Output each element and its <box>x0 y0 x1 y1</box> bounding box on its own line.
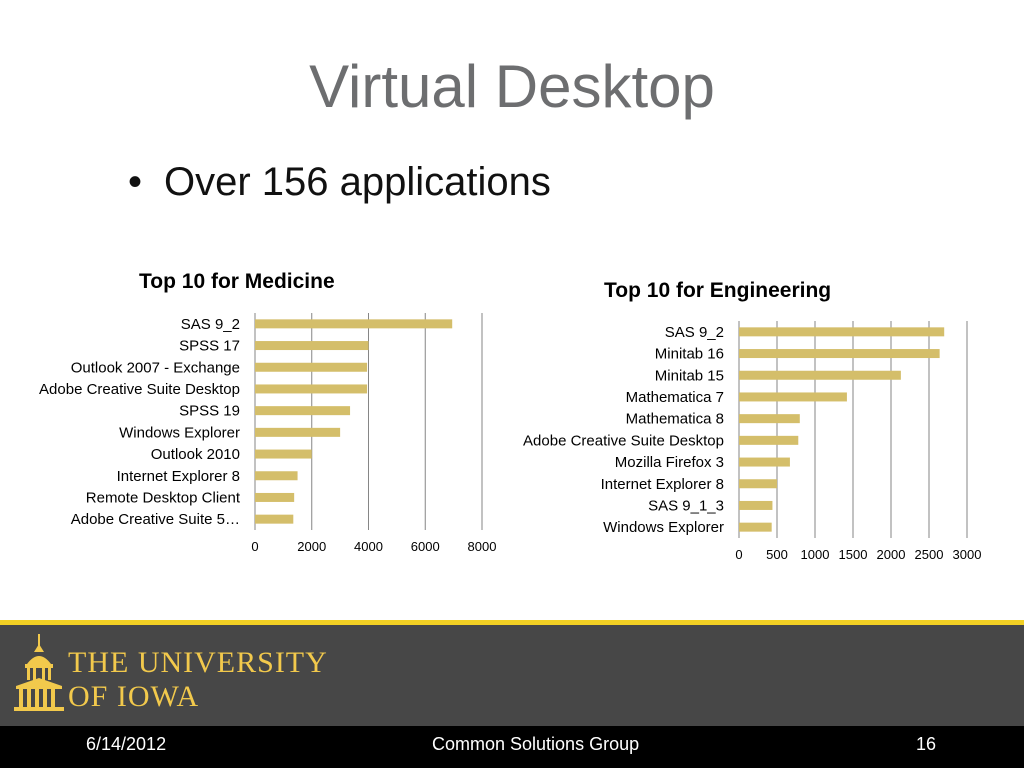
category-label: SAS 9_2 <box>181 316 240 333</box>
category-label: Windows Explorer <box>119 424 240 441</box>
x-tick-label: 3000 <box>953 547 982 562</box>
bar <box>255 449 312 459</box>
category-label: Mathematica 8 <box>626 411 724 428</box>
category-label: Outlook 2007 - Exchange <box>71 359 240 376</box>
category-label: Internet Explorer 8 <box>117 468 240 485</box>
bar <box>739 327 945 337</box>
x-tick-label: 0 <box>251 539 258 554</box>
category-label: Outlook 2010 <box>151 446 240 463</box>
category-label: Adobe Creative Suite Desktop <box>523 432 724 449</box>
chart-title-engineering: Top 10 for Engineering <box>604 279 832 302</box>
x-tick-label: 6000 <box>411 539 440 554</box>
x-tick-label: 2500 <box>915 547 944 562</box>
bar <box>739 457 790 467</box>
footer-band <box>0 625 1024 726</box>
bar <box>739 479 777 489</box>
x-tick-label: 2000 <box>297 539 326 554</box>
category-label: SAS 9_1_3 <box>648 497 724 514</box>
bar <box>739 349 940 359</box>
category-label: Adobe Creative Suite Desktop <box>39 381 240 398</box>
logo-text-line2: OF IOWA <box>68 680 200 713</box>
bar <box>255 492 295 502</box>
bullet-dot-icon: • <box>128 160 143 204</box>
bottom-band <box>0 726 1024 768</box>
category-label: Mathematica 7 <box>626 389 724 406</box>
x-tick-label: 1000 <box>801 547 830 562</box>
category-label: SPSS 17 <box>179 338 240 355</box>
category-label: SPSS 19 <box>179 403 240 420</box>
category-label: Minitab 16 <box>655 346 724 363</box>
chart-title-medicine: Top 10 for Medicine <box>139 270 335 293</box>
bar <box>255 471 298 481</box>
bar <box>255 514 294 524</box>
bar <box>739 522 772 532</box>
logo-text-line1: THE UNIVERSITY <box>68 646 328 679</box>
category-label: Remote Desktop Client <box>86 489 241 506</box>
bullet-text: Over 156 applications <box>164 160 551 204</box>
x-tick-label: 2000 <box>877 547 906 562</box>
bar <box>255 341 369 351</box>
bar <box>255 319 453 329</box>
x-tick-label: 500 <box>766 547 788 562</box>
bar <box>255 384 368 394</box>
bullet-item: • Over 156 applications <box>128 160 551 205</box>
category-label: SAS 9_2 <box>665 324 724 341</box>
x-tick-label: 0 <box>735 547 742 562</box>
x-tick-label: 4000 <box>354 539 383 554</box>
bar <box>255 406 351 416</box>
category-label: Minitab 15 <box>655 367 724 384</box>
old-capitol-icon <box>14 634 64 711</box>
footer-gold-line <box>0 620 1024 625</box>
bar <box>739 370 901 380</box>
footer-date: 6/14/2012 <box>86 734 167 754</box>
bar <box>739 414 800 424</box>
category-label: Windows Explorer <box>603 519 724 536</box>
footer-page-number: 16 <box>916 734 937 754</box>
slide-title: Virtual Desktop <box>309 53 715 120</box>
x-tick-label: 8000 <box>468 539 497 554</box>
bar <box>255 362 368 372</box>
footer-title: Common Solutions Group <box>432 734 640 754</box>
bar <box>739 435 799 445</box>
category-label: Mozilla Firefox 3 <box>615 454 724 471</box>
x-tick-label: 1500 <box>839 547 868 562</box>
category-label: Internet Explorer 8 <box>601 476 724 493</box>
bar <box>739 392 847 402</box>
bar <box>739 500 773 510</box>
bar <box>255 427 341 437</box>
category-label: Adobe Creative Suite 5… <box>71 511 240 528</box>
university-logo <box>14 634 64 717</box>
